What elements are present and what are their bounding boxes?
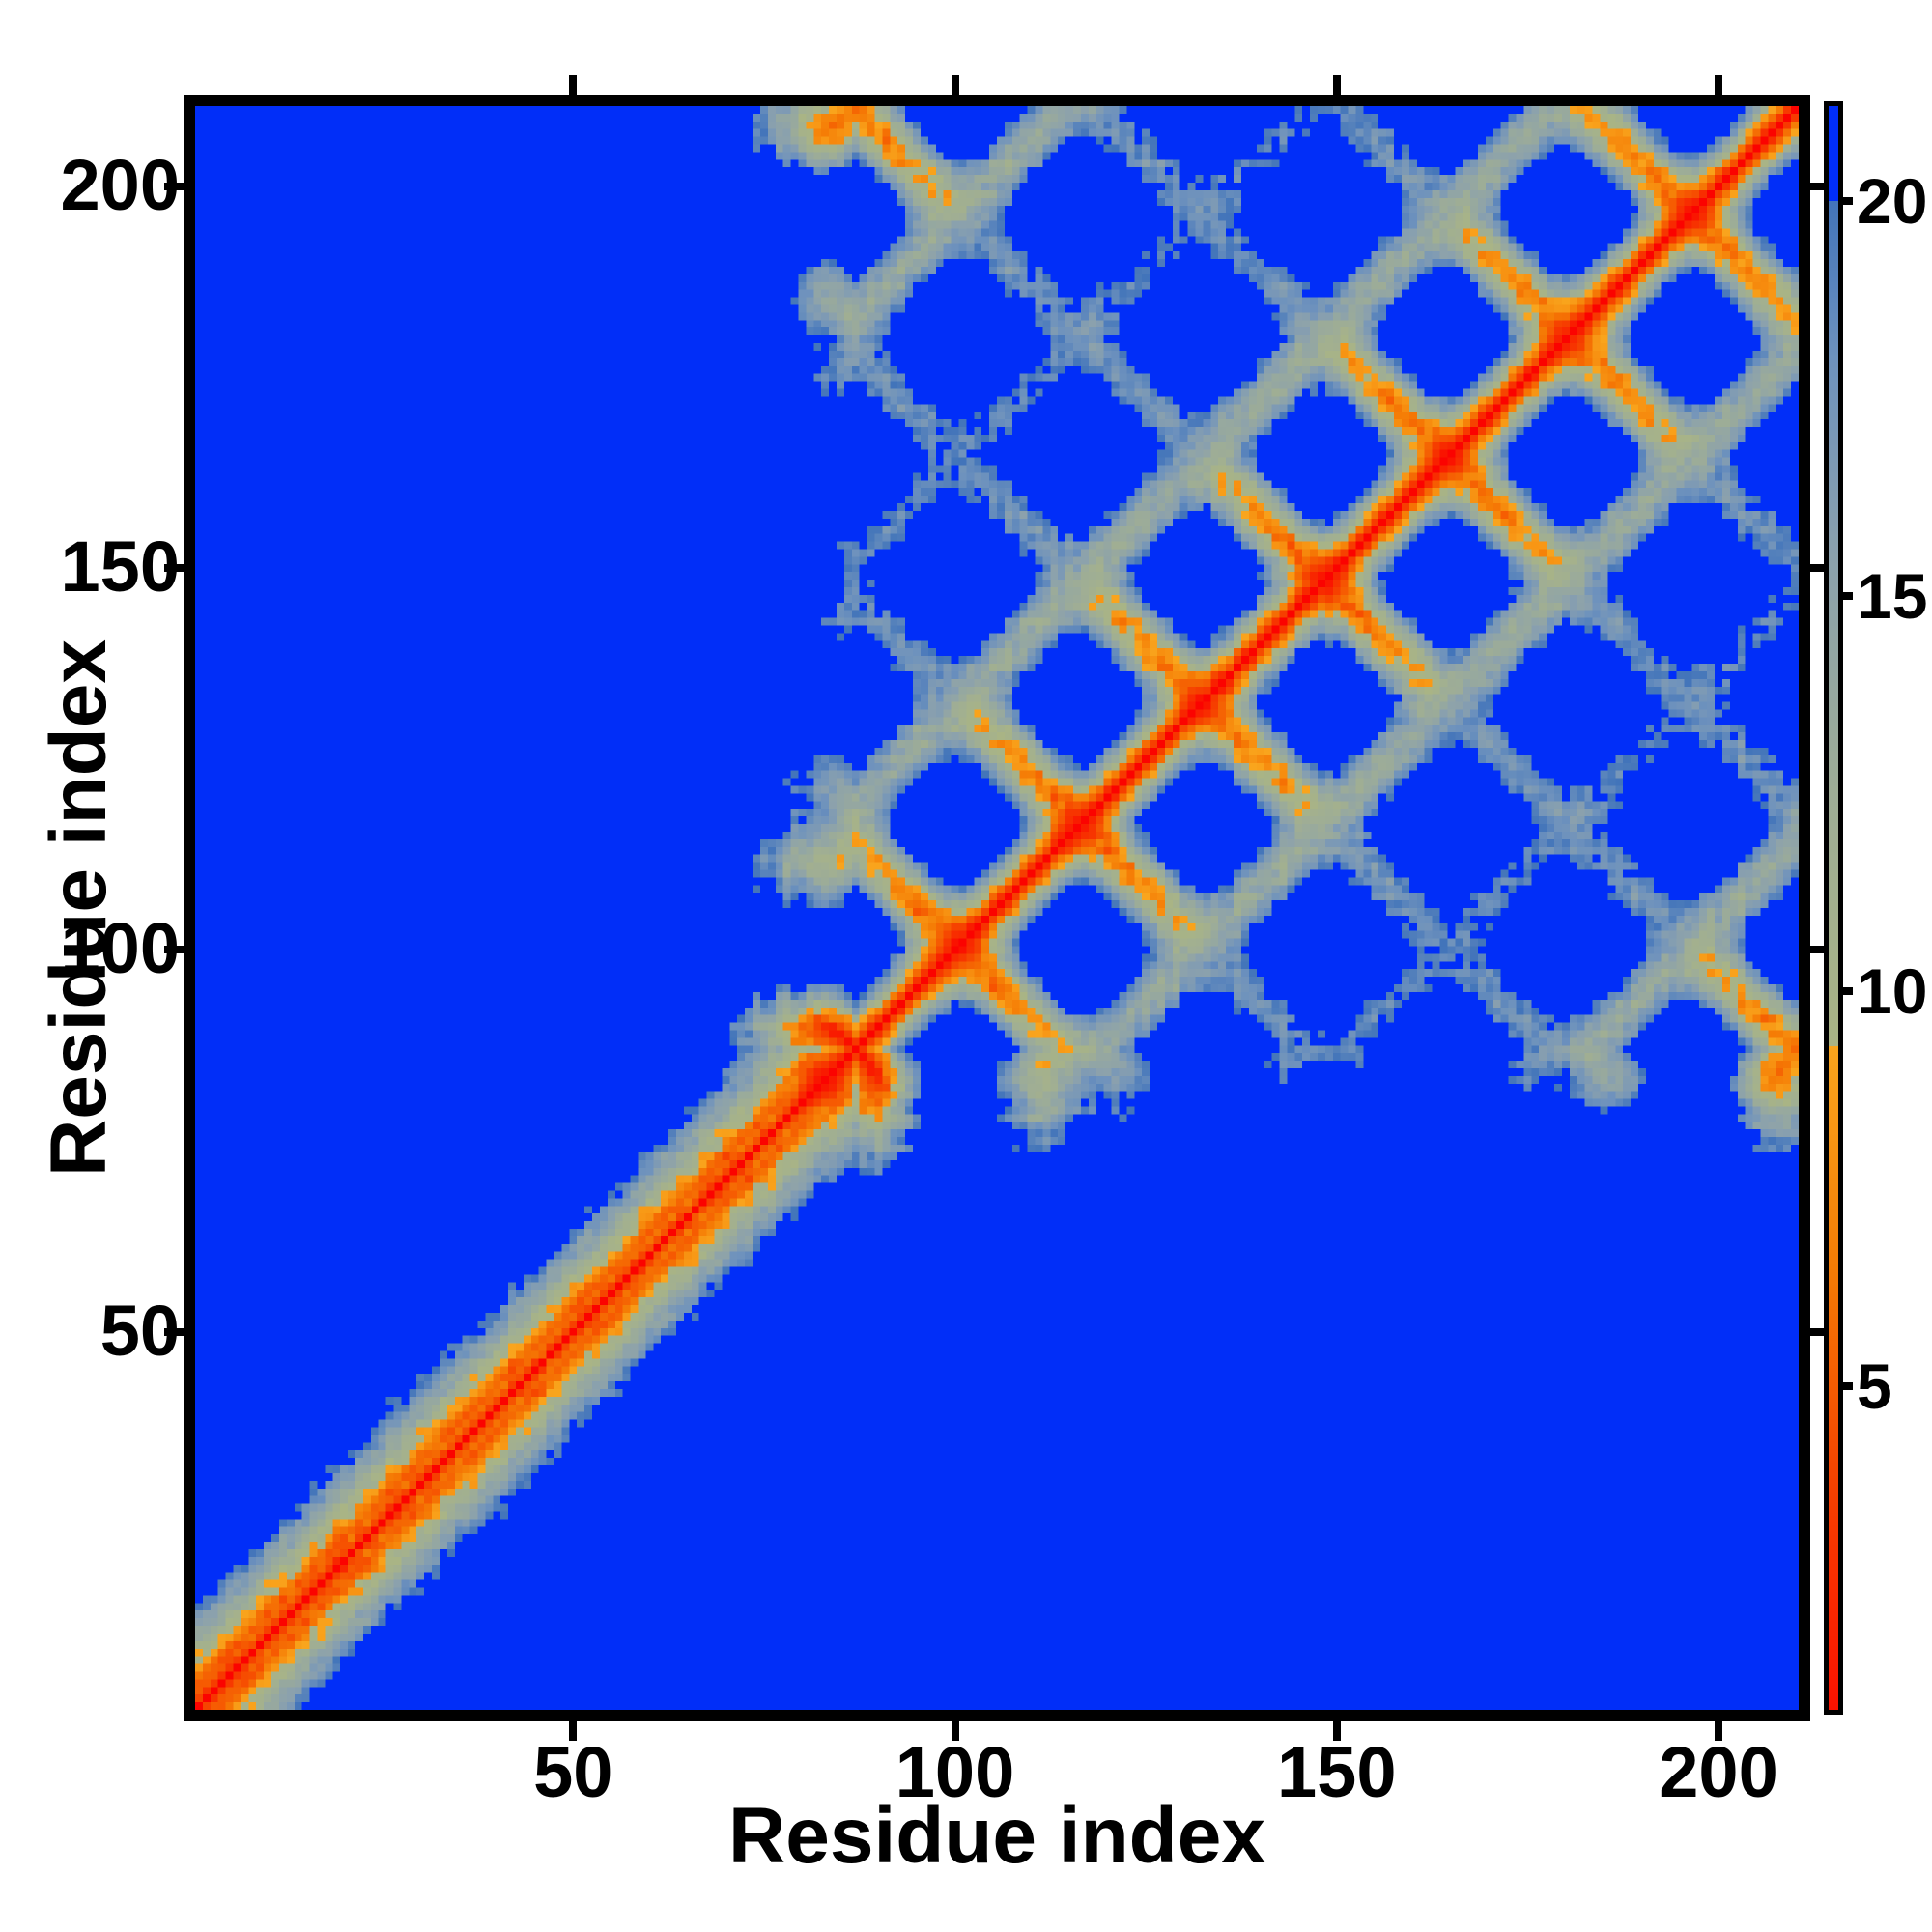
- y-tick-left-200: [164, 183, 184, 190]
- y-axis-title: Residue index: [35, 639, 123, 1177]
- colorbar-tick-10: [1843, 986, 1853, 995]
- x-tick-label-50: 50: [533, 1732, 613, 1812]
- colorbar-tick-5: [1843, 1381, 1853, 1390]
- colorbar-tick-label-5: 5: [1857, 1350, 1892, 1422]
- x-axis-title: Residue index: [728, 1792, 1265, 1880]
- x-tick-top-150: [1332, 75, 1341, 95]
- x-tick-label-150: 150: [1277, 1732, 1397, 1812]
- colorbar-tick-15: [1843, 591, 1853, 600]
- y-tick-label-200: 200: [60, 145, 180, 225]
- colorbar-gradient: [1829, 106, 1838, 1710]
- x-tick-bottom-100: [951, 1721, 959, 1741]
- y-tick-right-200: [1810, 183, 1824, 190]
- y-tick-right-50: [1810, 1327, 1824, 1336]
- y-tick-left-150: [164, 564, 184, 573]
- colorbar-tick-label-15: 15: [1857, 559, 1928, 632]
- y-tick-left-50: [164, 1327, 184, 1336]
- x-tick-label-200: 200: [1659, 1732, 1778, 1812]
- y-tick-right-100: [1810, 946, 1824, 954]
- x-tick-bottom-150: [1332, 1721, 1341, 1741]
- x-tick-bottom-200: [1715, 1721, 1722, 1741]
- x-tick-top-200: [1715, 75, 1722, 95]
- x-tick-top-50: [569, 75, 578, 95]
- x-tick-bottom-50: [569, 1721, 578, 1741]
- y-tick-left-100: [164, 946, 184, 954]
- colorbar: [1824, 101, 1843, 1715]
- colorbar-tick-label-20: 20: [1857, 165, 1928, 238]
- colorbar-tick-20: [1843, 197, 1853, 206]
- y-tick-label-100: 100: [60, 908, 180, 989]
- y-tick-right-150: [1810, 564, 1824, 573]
- x-tick-top-100: [951, 75, 959, 95]
- distance-matrix-heatmap: [195, 106, 1799, 1710]
- y-tick-label-150: 150: [60, 526, 180, 608]
- colorbar-tick-label-10: 10: [1857, 954, 1928, 1027]
- y-tick-label-50: 50: [99, 1290, 180, 1371]
- x-tick-label-100: 100: [895, 1732, 1015, 1812]
